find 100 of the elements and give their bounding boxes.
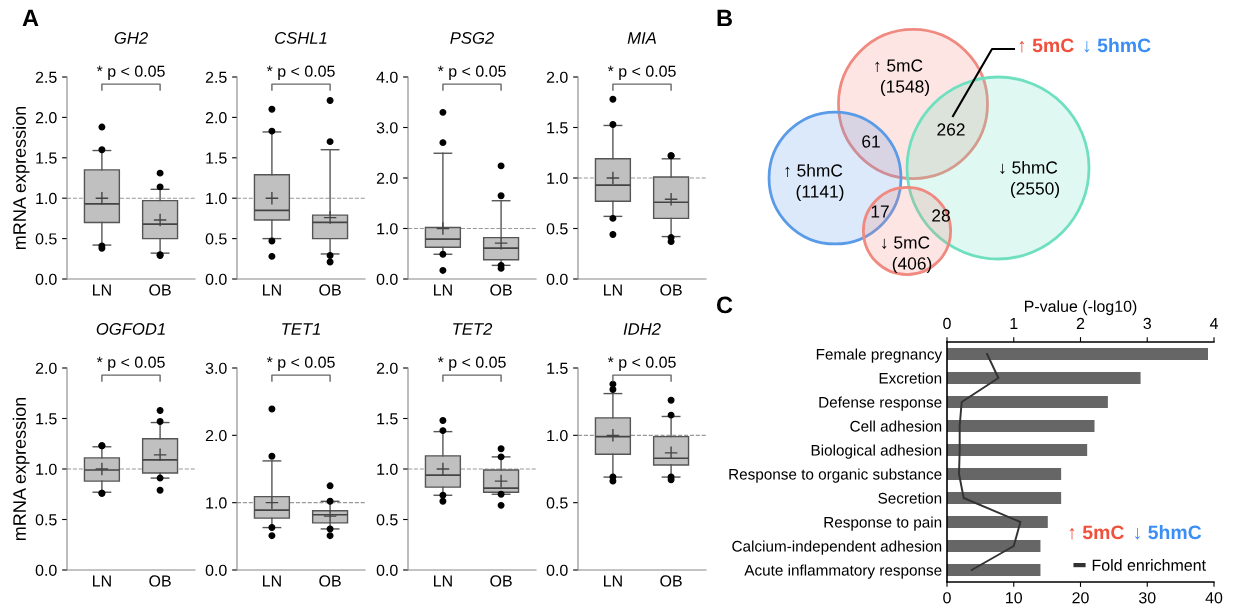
y-tick-label: 0.0 [205, 564, 227, 576]
x2-tick-label: 4 [1209, 317, 1218, 329]
text: 28 [932, 209, 950, 222]
y-tick-label: 2.0 [376, 172, 398, 184]
y-tick-label: 1.0 [206, 497, 227, 509]
category-label: ↑ 5hmC [785, 163, 843, 178]
y-tick-label: 2.0 [35, 362, 57, 374]
y-tick-label: 1.5 [377, 413, 398, 425]
x2-tick-label: 1 [1010, 317, 1018, 329]
text: ↓ 5hmC [1084, 37, 1151, 53]
chart-title: PSG2 [450, 32, 494, 44]
y-tick-label: 3.0 [376, 122, 398, 134]
data-label: (2550) [1010, 181, 1060, 199]
y-tick-label: 1.0 [377, 463, 398, 475]
category-label: ↓ 5mC [882, 236, 930, 250]
x-tick-label: LN [434, 284, 452, 296]
y-tick-label: Response to pain [824, 516, 942, 531]
x-tick-label: OB [149, 575, 171, 587]
y-tick-label: 0.0 [205, 273, 227, 285]
y-tick-label: 2.0 [205, 429, 227, 442]
legend-label: Fold enrichment [1092, 559, 1206, 571]
x-tick-label: OB [660, 284, 682, 296]
y-tick-label: 0.0 [376, 564, 398, 576]
data-label: (1548) [880, 79, 930, 97]
x-tick-label: 0 [943, 592, 951, 604]
y-tick-label: 2.0 [376, 362, 398, 374]
y-tick-label: 1.0 [547, 429, 568, 442]
annotation: * p < 0.05 [96, 65, 165, 81]
y-axis-title: mRNA expression [12, 397, 30, 541]
x-tick-label: LN [93, 575, 111, 587]
x2-tick-label: 3 [1143, 317, 1151, 330]
x-tick-label: 30 [1138, 592, 1156, 604]
y-tick-label: 0.5 [546, 497, 568, 509]
y-tick-label: Response to organic substance [729, 468, 942, 483]
annotation: * p < 0.05 [437, 65, 506, 81]
x-tick-label: OB [319, 575, 341, 587]
text: A [22, 9, 39, 27]
annotation: * p < 0.05 [607, 65, 676, 81]
y-tick-label: Female pregnancy [816, 348, 943, 363]
annotation: * p < 0.05 [266, 356, 335, 372]
y-tick-label: 1.5 [36, 413, 57, 425]
x2-axis-title: P-value (-log10) [1025, 300, 1137, 316]
x-tick-label: 10 [1006, 592, 1023, 604]
y-tick-label: Secretion [878, 492, 942, 504]
x-tick-label: OB [319, 284, 341, 296]
category-label: ↓ 5hmC [1000, 160, 1058, 175]
category-label: ↑ 5mC [875, 59, 923, 73]
annotation: * p < 0.05 [266, 65, 335, 81]
y-tick-label: 0.0 [376, 273, 398, 285]
y-tick-label: 0.0 [546, 273, 568, 285]
y-tick-label: 1.0 [206, 192, 227, 205]
annotation: * p < 0.05 [607, 356, 676, 372]
data-label: (406) [892, 256, 932, 274]
chart-title: OGFOD1 [96, 323, 165, 335]
y-tick-label: 2.5 [35, 71, 57, 83]
text: 262 [937, 123, 965, 136]
y-tick-label: 1.5 [547, 362, 568, 374]
annotation: * p < 0.05 [437, 356, 506, 372]
text: C [716, 296, 733, 314]
y-tick-label: 2.0 [35, 112, 57, 124]
data-label: (1141) [796, 184, 844, 202]
y-tick-label: Cell adhesion [850, 420, 942, 432]
y-tick-label: 0.5 [205, 233, 227, 245]
y-tick-label: 1.5 [547, 122, 568, 134]
y-tick-label: 1.5 [36, 152, 57, 164]
annotation: * p < 0.05 [96, 356, 165, 372]
y-tick-label: Calcium-independent adhesion [732, 540, 942, 555]
text: ↑ 5mC [1019, 38, 1074, 53]
y-tick-label: 0.0 [35, 564, 57, 576]
chart-title: GH2 [114, 32, 148, 44]
chart-title: TET1 [282, 323, 320, 335]
y-tick-label: Defense response [819, 396, 942, 411]
y-axis-title: mRNA expression [12, 106, 30, 250]
x-tick-label: LN [263, 575, 281, 587]
y-tick-label: 1.0 [36, 192, 57, 205]
x-tick-label: LN [604, 284, 622, 296]
annotation: ↑ 5mC [1069, 525, 1124, 540]
x-tick-label: OB [490, 575, 512, 587]
text: 61 [862, 135, 880, 148]
x-tick-label: 40 [1205, 592, 1223, 604]
x-tick-label: OB [149, 284, 171, 296]
y-tick-label: Excretion [879, 372, 942, 384]
y-tick-label: 0.5 [546, 223, 568, 235]
y-tick-label: Biological adhesion [811, 444, 942, 459]
y-tick-label: 0.5 [35, 233, 57, 245]
x2-tick-label: 2 [1076, 317, 1085, 329]
y-tick-label: Acute inflammatory response [744, 564, 942, 579]
y-tick-label: 0.5 [376, 514, 398, 526]
y-tick-label: 2.0 [205, 112, 227, 124]
y-tick-label: 0.0 [35, 273, 57, 285]
y-tick-label: 3.0 [205, 362, 227, 374]
text: B [717, 9, 732, 27]
y-tick-label: 1.0 [36, 463, 57, 475]
text: 17 [871, 205, 889, 218]
x-tick-label: LN [604, 575, 622, 587]
y-tick-label: 2.0 [546, 71, 568, 83]
chart-title: TET2 [453, 323, 493, 335]
x-tick-label: LN [93, 284, 111, 296]
y-tick-label: 0.0 [546, 564, 568, 576]
y-tick-label: 4.0 [376, 71, 398, 83]
